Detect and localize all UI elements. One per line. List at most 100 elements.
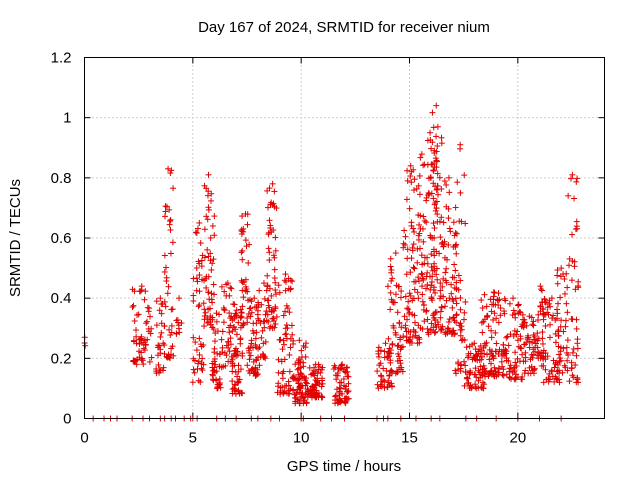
data-point xyxy=(408,222,415,229)
data-point xyxy=(462,362,469,369)
data-point xyxy=(190,334,197,341)
data-point xyxy=(195,377,202,384)
data-point xyxy=(539,299,546,306)
data-point xyxy=(381,384,388,391)
data-point xyxy=(443,265,450,272)
data-point xyxy=(478,319,485,326)
data-point xyxy=(448,281,455,288)
data-point xyxy=(271,317,278,324)
data-point xyxy=(465,380,472,387)
data-point xyxy=(136,348,143,355)
data-point xyxy=(211,291,218,298)
data-point xyxy=(429,297,436,304)
data-point xyxy=(167,218,174,225)
data-point xyxy=(283,302,290,309)
data-point xyxy=(412,278,419,285)
data-point xyxy=(475,348,482,355)
data-point xyxy=(538,287,545,294)
data-point xyxy=(427,129,434,136)
data-point xyxy=(452,370,459,377)
data-point xyxy=(239,247,246,254)
data-point xyxy=(294,396,301,403)
data-point xyxy=(568,359,575,366)
data-point xyxy=(558,317,565,324)
data-point xyxy=(230,301,237,308)
data-point xyxy=(261,295,268,302)
data-point xyxy=(444,325,451,332)
data-point xyxy=(455,366,462,373)
data-point xyxy=(486,346,493,353)
data-point xyxy=(529,367,536,374)
data-point xyxy=(240,294,247,301)
data-point xyxy=(540,362,547,369)
data-point xyxy=(161,322,168,329)
data-point xyxy=(519,351,526,358)
data-point xyxy=(197,240,204,247)
data-point xyxy=(431,147,438,154)
data-point xyxy=(479,379,486,386)
data-point xyxy=(463,375,470,382)
data-point xyxy=(167,332,174,339)
data-point xyxy=(156,307,163,314)
data-point xyxy=(295,371,302,378)
data-point xyxy=(434,211,441,218)
data-point xyxy=(442,331,449,338)
data-point xyxy=(537,283,544,290)
data-point xyxy=(253,329,260,336)
data-point xyxy=(421,302,428,309)
data-point xyxy=(340,376,347,383)
data-point xyxy=(202,309,209,316)
data-point xyxy=(429,139,436,146)
data-point xyxy=(157,295,164,302)
data-point xyxy=(551,378,558,385)
data-point xyxy=(190,292,197,299)
data-point xyxy=(205,171,212,178)
data-point xyxy=(392,291,399,298)
data-point xyxy=(204,246,211,253)
data-point xyxy=(133,356,140,363)
data-point xyxy=(553,306,560,313)
data-point xyxy=(273,205,280,212)
data-point xyxy=(221,288,228,295)
data-point xyxy=(226,329,233,336)
data-point xyxy=(272,234,279,241)
data-point xyxy=(341,368,348,375)
data-point xyxy=(133,333,140,340)
data-point xyxy=(244,362,251,369)
y-tick-label: 0.6 xyxy=(51,230,72,247)
data-point xyxy=(415,182,422,189)
data-point xyxy=(166,206,173,213)
data-point xyxy=(505,358,512,365)
data-point xyxy=(421,260,428,267)
data-point xyxy=(207,250,214,257)
data-point xyxy=(434,170,441,177)
data-point xyxy=(263,308,270,315)
data-point xyxy=(163,353,170,360)
data-point xyxy=(211,364,218,371)
data-point xyxy=(232,368,239,375)
data-point xyxy=(545,311,552,318)
data-point xyxy=(547,321,554,328)
data-point xyxy=(194,278,201,285)
data-point xyxy=(228,285,235,292)
data-point xyxy=(516,308,523,315)
data-point xyxy=(505,342,512,349)
data-point xyxy=(392,331,399,338)
data-point xyxy=(535,311,542,318)
data-point xyxy=(260,340,267,347)
data-point xyxy=(437,325,444,332)
data-point xyxy=(228,353,235,360)
data-point xyxy=(158,329,165,336)
data-point xyxy=(141,337,148,344)
data-point xyxy=(405,298,412,305)
data-point xyxy=(450,219,457,226)
data-point xyxy=(553,359,560,366)
data-point xyxy=(273,313,280,320)
data-point xyxy=(264,282,271,289)
data-point xyxy=(407,339,414,346)
data-point xyxy=(266,249,273,256)
data-point xyxy=(395,350,402,357)
data-point xyxy=(403,271,410,278)
data-point xyxy=(420,162,427,169)
data-point xyxy=(165,165,172,172)
